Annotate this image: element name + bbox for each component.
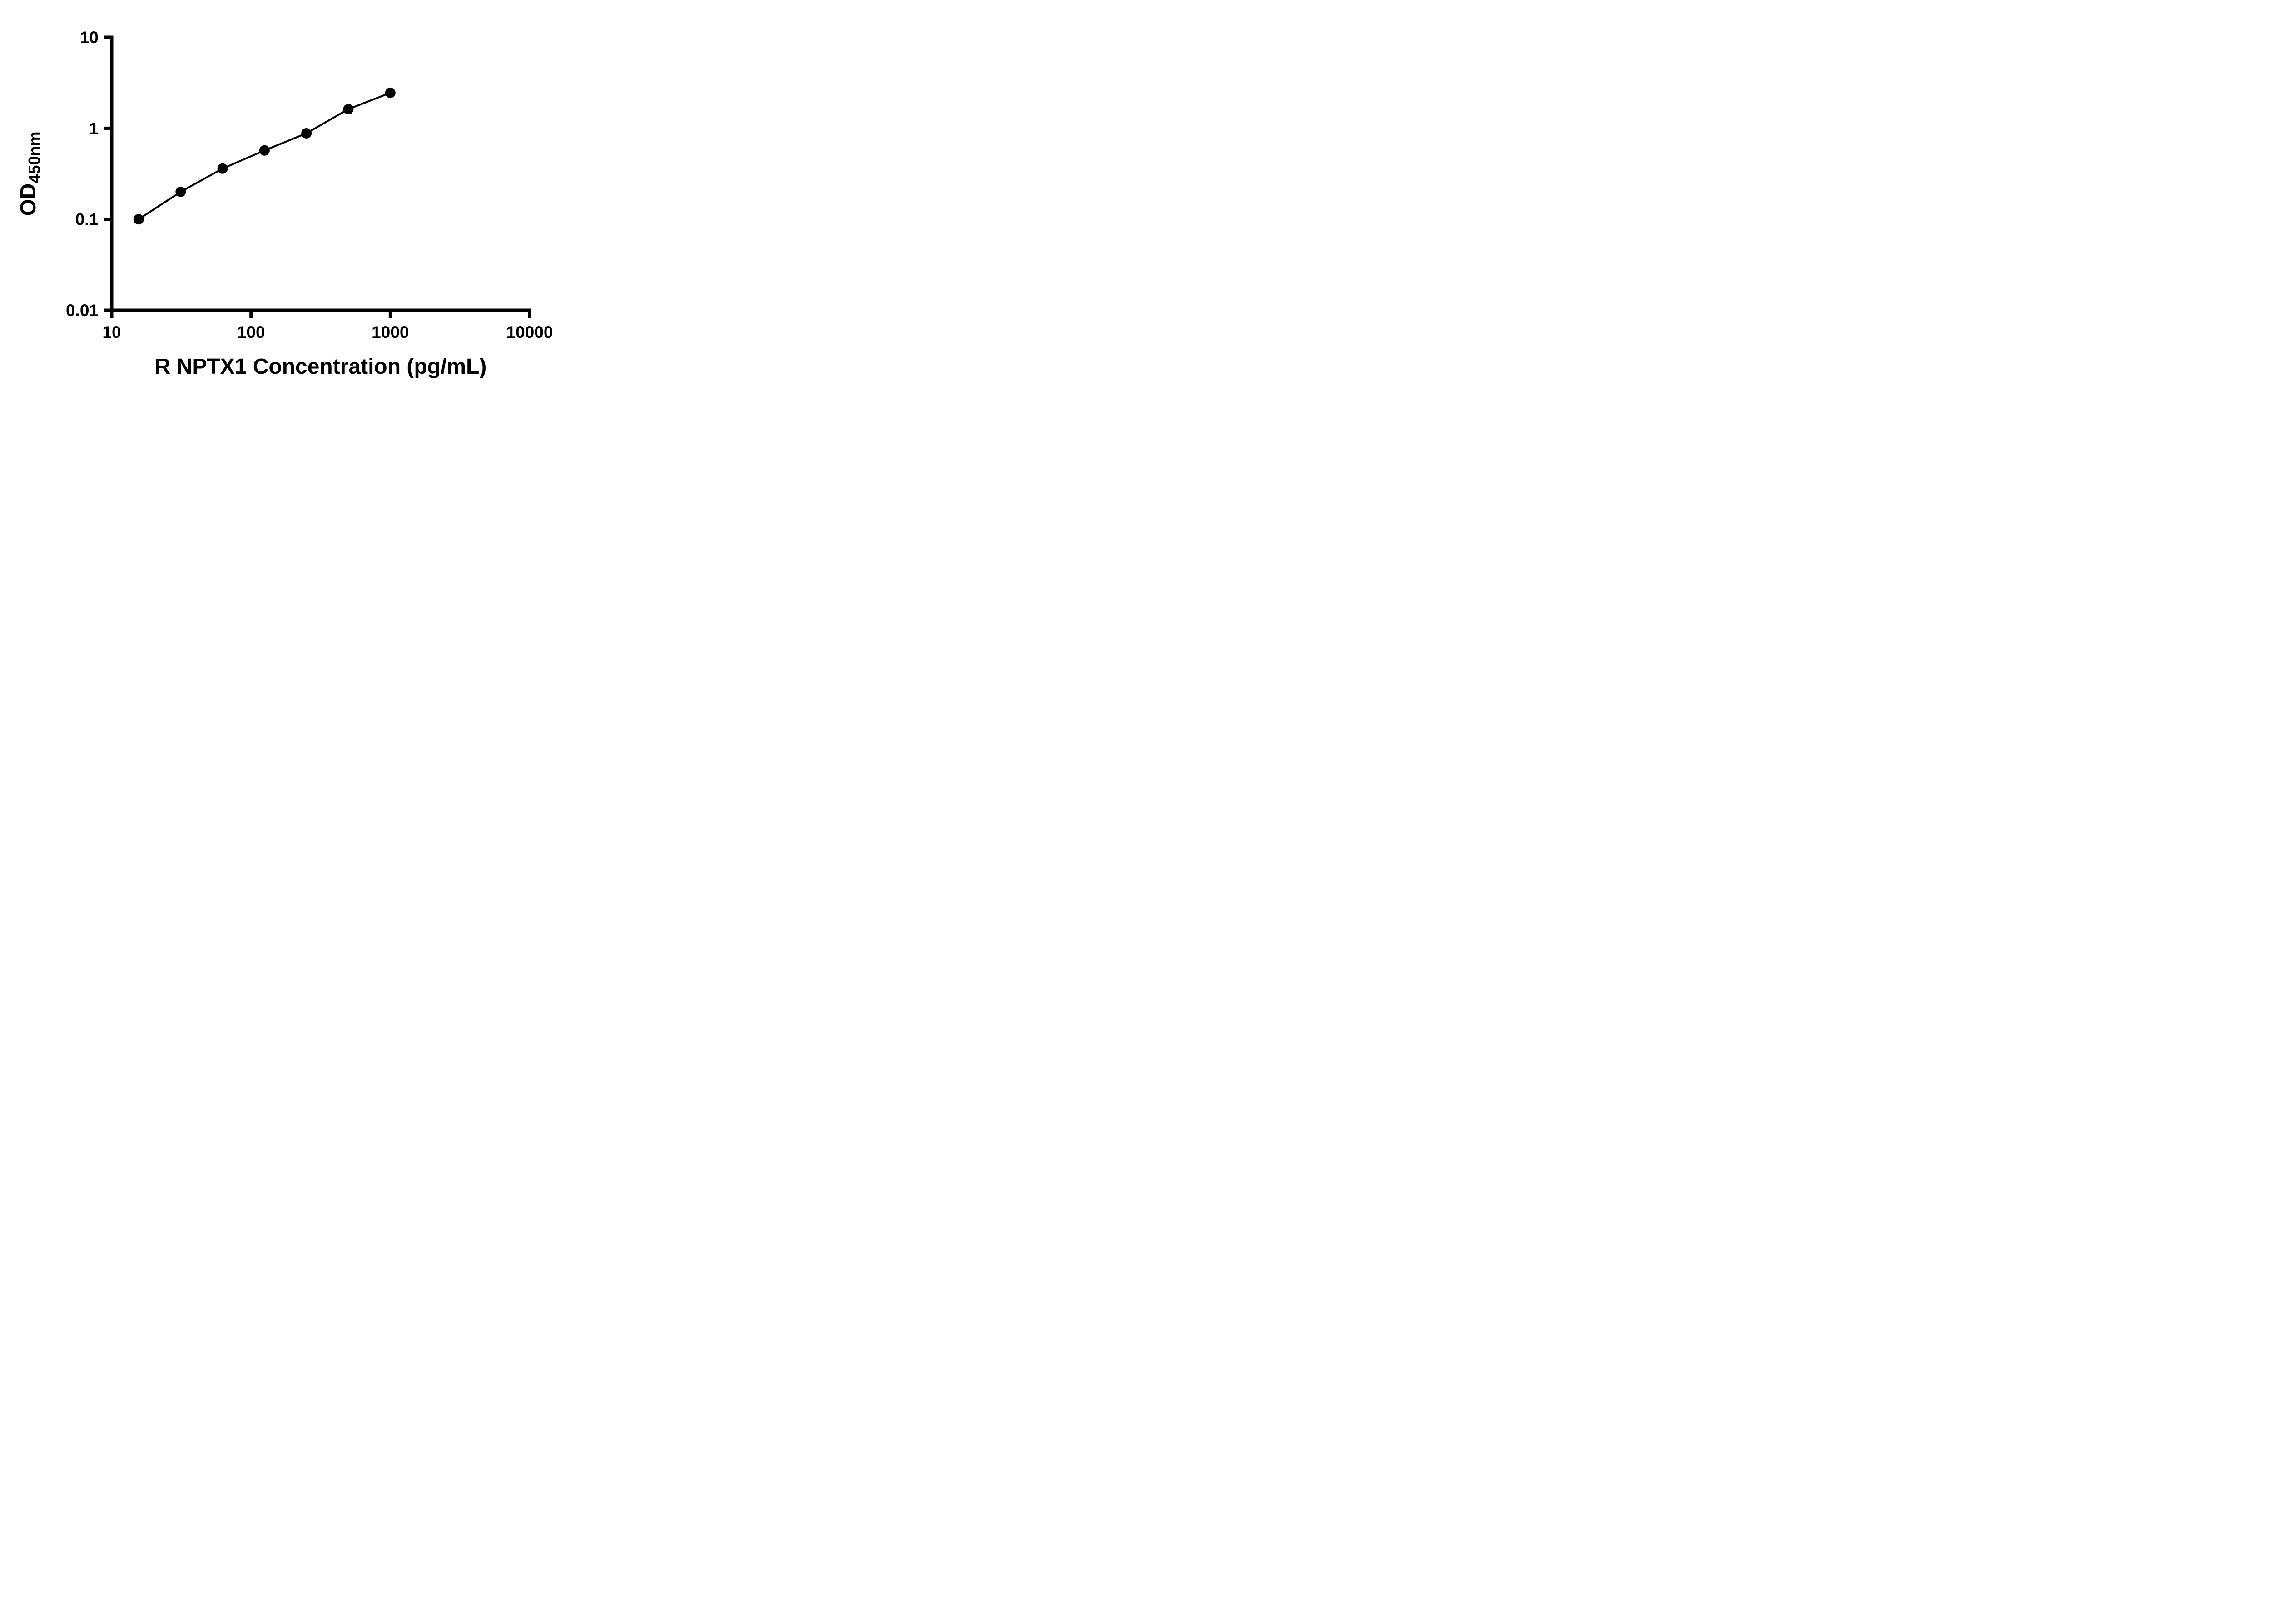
y-axis-title: OD450nm bbox=[16, 131, 44, 216]
data-point bbox=[217, 163, 228, 174]
data-point bbox=[259, 145, 270, 156]
y-tick-label: 1 bbox=[89, 119, 99, 138]
data-point bbox=[133, 214, 144, 225]
x-tick-label: 10000 bbox=[506, 323, 553, 342]
x-tick-label: 1000 bbox=[372, 323, 409, 342]
data-point bbox=[175, 186, 186, 197]
data-point bbox=[385, 87, 396, 98]
figure: 10 100 1000 10000 10 1 0.1 0.01 R NPTX1 Concentr… bbox=[0, 0, 584, 406]
x-tick-label: 100 bbox=[237, 323, 265, 342]
y-tick-label: 10 bbox=[80, 28, 99, 47]
data-point bbox=[301, 128, 312, 139]
data-point bbox=[343, 104, 354, 114]
x-tick-label: 10 bbox=[102, 323, 121, 342]
y-tick-label: 0.01 bbox=[66, 301, 99, 320]
y-tick-label: 0.1 bbox=[75, 210, 99, 229]
standard-curve-chart: 10 100 1000 10000 10 1 0.1 0.01 R NPTX1 Concentr… bbox=[16, 28, 553, 379]
x-axis-title: R NPTX1 Concentration (pg/mL) bbox=[155, 355, 487, 379]
